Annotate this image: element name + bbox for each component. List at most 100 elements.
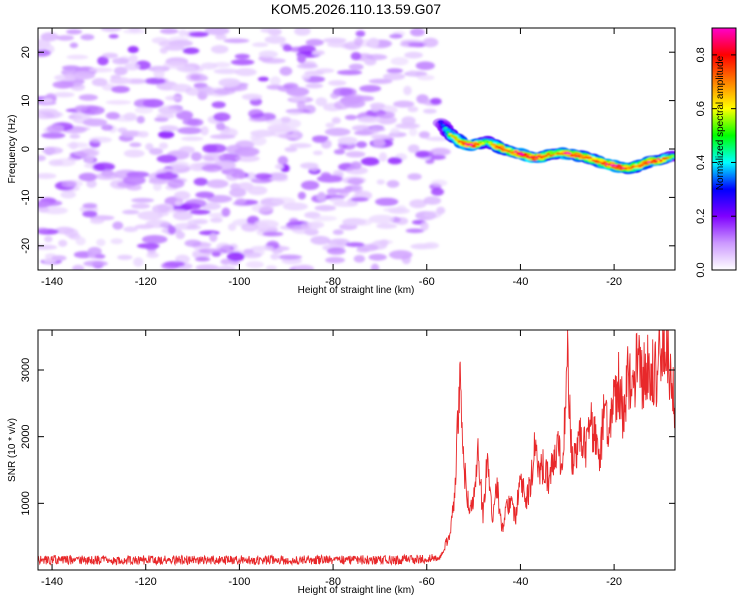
noise-blob: [56, 35, 74, 41]
noise-blob: [153, 182, 162, 191]
noise-blob: [315, 68, 335, 74]
colorbar-tick-label: 0.2: [695, 209, 707, 224]
noise-blob: [332, 229, 344, 235]
snr-x-axis: -140 -120 -100 -80 -60 -40 -20: [41, 330, 622, 588]
heatmap-y-axis-label: Frequency (Hz): [7, 115, 18, 184]
noise-blob: [124, 62, 141, 71]
noise-blob: [145, 143, 154, 151]
ridge-segment: [610, 164, 614, 167]
noise-blob: [316, 175, 343, 183]
noise-blob: [87, 246, 102, 257]
noise-blob: [38, 201, 51, 208]
ridge-segment: [647, 161, 651, 163]
noise-blob: [327, 41, 348, 48]
noise-blob: [142, 98, 164, 108]
ridge-segment: [671, 155, 675, 158]
heatmap-x-axis: -140 -120 -100 -80 -60 -40 -20: [41, 28, 622, 288]
noise-blob: [368, 253, 387, 261]
noise-blob: [235, 140, 255, 149]
ridge-segment: [448, 133, 452, 136]
noise-blob: [376, 223, 398, 229]
noise-blob: [129, 142, 142, 148]
noise-blob: [242, 252, 262, 259]
ridge-segment: [511, 151, 515, 154]
heatmap-y-tick-label: 10: [20, 94, 32, 106]
noise-blob: [46, 124, 65, 133]
ridge-segment: [539, 156, 544, 159]
noise-blob: [211, 101, 226, 109]
noise-blob: [174, 200, 183, 206]
ridge-segment: [444, 128, 451, 133]
heatmap-y-tick-label: 0: [20, 146, 32, 152]
noise-blob: [40, 32, 59, 42]
noise-blob: [38, 155, 46, 162]
noise-blob: [136, 115, 145, 124]
noise-blob: [236, 170, 246, 180]
noise-blob: [375, 197, 399, 206]
noise-blob: [167, 225, 176, 235]
noise-blob: [333, 201, 359, 208]
ridge-segment: [523, 153, 527, 156]
noise-blob: [176, 65, 196, 72]
noise-blob: [368, 214, 395, 224]
noise-blob: [260, 28, 278, 33]
noise-blob: [407, 106, 419, 113]
noise-blob: [41, 132, 66, 139]
snr-x-tick-label: -140: [41, 576, 63, 588]
noise-blob: [289, 143, 312, 149]
noise-blob: [286, 87, 310, 97]
colorbar-gradient: [711, 27, 737, 271]
noise-blob: [38, 244, 58, 250]
noise-blob: [41, 146, 64, 155]
noise-blob: [403, 85, 412, 96]
noise-blob: [213, 112, 231, 122]
ridge-segment: [481, 142, 485, 145]
noise-blob: [82, 118, 108, 127]
noise-blob: [290, 96, 307, 102]
ridge-segment: [460, 140, 464, 143]
heatmap-x-tick-label: -60: [419, 276, 435, 288]
noise-blob: [386, 180, 400, 188]
noise-blob: [407, 70, 417, 77]
noise-blob: [362, 127, 386, 132]
colorbar-tick-label: 0.6: [695, 101, 707, 116]
ridge-segment: [450, 135, 455, 138]
noise-blob: [201, 164, 223, 173]
noise-blob: [279, 225, 304, 231]
snr-x-tick-label: -40: [512, 576, 528, 588]
noise-blob: [177, 127, 203, 135]
noise-blob: [204, 28, 230, 36]
noise-blob: [235, 155, 260, 162]
ridge-segment: [479, 143, 483, 146]
noise-blob: [251, 136, 267, 146]
ridge-segment: [628, 167, 633, 169]
heatmap-x-tick-label: -80: [325, 276, 341, 288]
noise-blob: [75, 236, 86, 246]
noise-blob: [216, 265, 236, 270]
noise-blob: [127, 46, 139, 54]
ridge-segment: [645, 161, 649, 163]
noise-blob: [193, 219, 209, 225]
noise-blob: [69, 141, 78, 150]
noise-blob: [52, 80, 74, 89]
noise-blob: [110, 238, 123, 245]
noise-blob: [350, 52, 362, 61]
ridge-segment: [474, 143, 478, 146]
heatmap-ridge-layer: [432, 118, 675, 175]
noise-blob: [167, 179, 185, 189]
noise-blob: [317, 191, 326, 202]
noise-blob: [330, 238, 347, 244]
noise-blob: [307, 221, 325, 229]
ridge-segment: [446, 131, 450, 134]
noise-blob: [330, 92, 340, 99]
noise-blob: [351, 184, 363, 194]
noise-blob: [38, 111, 55, 120]
noise-blob: [289, 217, 299, 224]
noise-blob: [241, 93, 263, 101]
noise-blob: [325, 256, 345, 264]
snr-x-axis-label: Height of straight line (km): [298, 585, 415, 596]
noise-blob: [66, 54, 89, 60]
noise-blob: [325, 122, 335, 128]
noise-blob: [156, 113, 175, 119]
ridge-segment: [472, 144, 476, 147]
